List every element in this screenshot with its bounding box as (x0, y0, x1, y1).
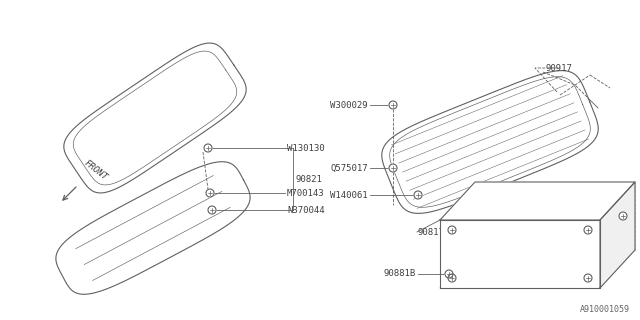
Text: 90817C: 90817C (418, 228, 451, 236)
Polygon shape (440, 182, 635, 220)
Circle shape (206, 189, 214, 197)
Text: M700143: M700143 (287, 188, 324, 197)
Circle shape (619, 212, 627, 220)
Text: 90821: 90821 (295, 174, 322, 183)
Polygon shape (382, 71, 598, 213)
Circle shape (414, 191, 422, 199)
Text: W300029: W300029 (330, 100, 368, 109)
Circle shape (445, 270, 453, 278)
Circle shape (584, 274, 592, 282)
Polygon shape (56, 162, 250, 294)
Circle shape (448, 274, 456, 282)
Circle shape (389, 164, 397, 172)
Polygon shape (600, 182, 635, 288)
Circle shape (448, 226, 456, 234)
Circle shape (584, 226, 592, 234)
Polygon shape (440, 220, 600, 288)
Circle shape (389, 101, 397, 109)
Circle shape (208, 206, 216, 214)
Text: 90917: 90917 (545, 63, 572, 73)
Text: N370044: N370044 (287, 205, 324, 214)
Circle shape (204, 144, 212, 152)
Text: A910001059: A910001059 (580, 305, 630, 314)
Text: FRONT: FRONT (82, 158, 109, 182)
Text: W140061: W140061 (330, 190, 368, 199)
Text: W130130: W130130 (287, 143, 324, 153)
Text: Q575017: Q575017 (330, 164, 368, 172)
Text: 90881B: 90881B (384, 269, 416, 278)
Polygon shape (64, 43, 246, 193)
